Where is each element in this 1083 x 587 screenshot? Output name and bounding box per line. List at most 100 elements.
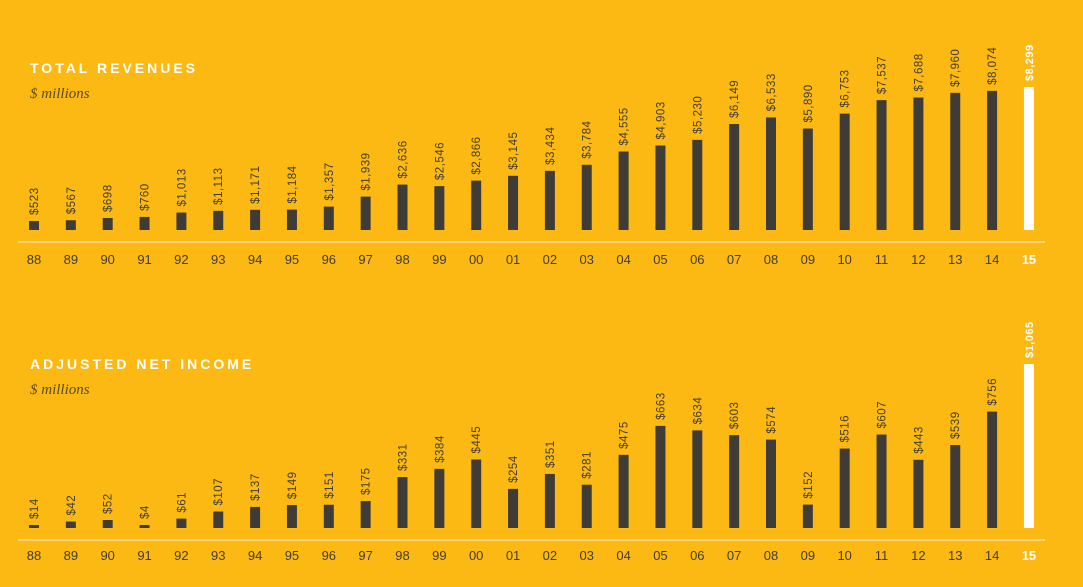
- revenue-bar: [802, 128, 813, 230]
- net-income-bar: [250, 506, 261, 528]
- revenue-value-label: $567: [66, 187, 78, 215]
- revenue-category-label: 92: [174, 252, 188, 267]
- net-income-bar: [323, 504, 334, 528]
- revenue-category-label: 93: [211, 252, 225, 267]
- revenue-value-label: $2,546: [434, 142, 446, 180]
- revenue-category-label: 10: [837, 252, 851, 267]
- net-income-value-label: $607: [877, 401, 889, 429]
- net-income-bar: [802, 504, 813, 528]
- net-income-value-label: $574: [766, 406, 778, 434]
- revenue-value-label: $6,533: [766, 73, 778, 111]
- revenue-bar: [618, 151, 629, 230]
- revenue-bar: [250, 209, 261, 230]
- revenue-value-label: $8,299: [1024, 44, 1036, 81]
- revenue-category-label: 01: [506, 252, 520, 267]
- net-income-bar: [434, 468, 445, 528]
- revenues-subtitle: $ millions: [30, 86, 90, 102]
- revenue-bar: [950, 92, 961, 230]
- revenue-value-label: $2,866: [471, 136, 483, 174]
- revenue-category-label: 06: [690, 252, 704, 267]
- net-income-category-label: 07: [727, 548, 741, 563]
- net-income-bar: [360, 501, 371, 528]
- revenue-value-label: $698: [103, 184, 115, 212]
- net-income-bar: [655, 425, 666, 528]
- revenue-value-label: $760: [140, 183, 152, 211]
- revenue-value-label: $6,149: [729, 80, 741, 118]
- revenue-bar: [581, 164, 592, 230]
- revenue-category-label: 09: [801, 252, 815, 267]
- revenue-value-label: $1,171: [250, 166, 262, 204]
- net-income-bar: [987, 411, 998, 528]
- revenues-chart: $523 88 $567 89 $698 90 $760 91 $1,013 92 $1,113 93…: [18, 44, 1045, 267]
- net-income-category-label: 90: [100, 548, 114, 563]
- net-income-category-label: 05: [653, 548, 667, 563]
- revenue-category-label: 13: [948, 252, 962, 267]
- net-income-bar: [1023, 364, 1034, 528]
- net-income-value-label: $151: [324, 471, 336, 499]
- net-income-category-label: 97: [358, 548, 372, 563]
- revenue-value-label: $1,184: [287, 165, 299, 203]
- net-income-bar: [65, 521, 76, 528]
- revenue-category-label: 90: [100, 252, 114, 267]
- revenue-value-label: $3,784: [582, 121, 594, 159]
- net-income-category-label: 04: [616, 548, 630, 563]
- net-income-category-label: 13: [948, 548, 962, 563]
- net-income-bar: [102, 519, 113, 528]
- net-income-value-label: $634: [692, 397, 704, 425]
- revenue-category-label: 14: [985, 252, 999, 267]
- revenue-value-label: $3,434: [545, 127, 557, 165]
- revenue-bar: [544, 170, 555, 230]
- net-income-value-label: $663: [655, 392, 667, 420]
- revenue-bar: [655, 145, 666, 230]
- revenue-value-label: $3,145: [508, 132, 520, 170]
- revenue-bar: [176, 212, 187, 230]
- revenue-bar: [987, 90, 998, 230]
- net-income-value-label: $52: [103, 493, 115, 514]
- net-income-panel: ADJUSTED NET INCOME $ millions $14 88 $42 8…: [0, 290, 1083, 587]
- net-income-value-label: $331: [398, 443, 410, 471]
- revenue-value-label: $7,960: [950, 49, 962, 87]
- net-income-category-label: 12: [911, 548, 925, 563]
- net-income-value-label: $61: [176, 492, 188, 513]
- revenue-bar: [876, 100, 887, 231]
- revenue-category-label: 91: [137, 252, 151, 267]
- revenue-value-label: $1,113: [213, 167, 225, 204]
- revenue-value-label: $6,753: [840, 69, 852, 107]
- revenue-bar: [397, 184, 408, 230]
- net-income-value-label: $475: [619, 421, 631, 449]
- revenues-title: TOTAL REVENUES: [30, 60, 199, 76]
- net-income-value-label: $443: [913, 426, 925, 454]
- revenue-category-label: 88: [27, 252, 41, 267]
- net-income-value-label: $152: [803, 471, 815, 499]
- revenue-value-label: $7,688: [913, 53, 925, 91]
- net-income-category-label: 02: [543, 548, 557, 563]
- revenues-panel: TOTAL REVENUES $ millions $523 88 $567 89 $6…: [0, 0, 1083, 290]
- revenue-bar: [729, 124, 740, 230]
- revenue-category-label: 08: [764, 252, 778, 267]
- net-income-category-label: 03: [580, 548, 594, 563]
- revenue-category-label: 07: [727, 252, 741, 267]
- net-income-category-label: 99: [432, 548, 446, 563]
- net-income-value-label: $445: [471, 426, 483, 454]
- net-income-value-label: $384: [434, 435, 446, 463]
- net-income-bar: [286, 505, 297, 528]
- revenue-value-label: $5,230: [692, 96, 704, 134]
- net-income-value-label: $149: [287, 471, 299, 499]
- net-income-value-label: $14: [29, 498, 41, 519]
- revenue-value-label: $8,074: [987, 47, 999, 85]
- revenue-category-label: 15: [1022, 252, 1036, 267]
- revenue-category-label: 00: [469, 252, 483, 267]
- revenue-value-label: $1,013: [176, 168, 188, 206]
- revenue-category-label: 98: [395, 252, 409, 267]
- revenue-value-label: $5,890: [803, 84, 815, 122]
- revenue-bar: [434, 186, 445, 230]
- net-income-bar: [581, 484, 592, 528]
- revenue-category-label: 89: [64, 252, 78, 267]
- net-income-bar: [508, 488, 519, 528]
- revenue-category-label: 99: [432, 252, 446, 267]
- net-income-bar: [913, 459, 924, 528]
- net-income-bar: [766, 439, 776, 528]
- net-income-category-label: 01: [506, 548, 520, 563]
- revenue-bar: [323, 206, 334, 230]
- revenue-category-label: 12: [911, 252, 925, 267]
